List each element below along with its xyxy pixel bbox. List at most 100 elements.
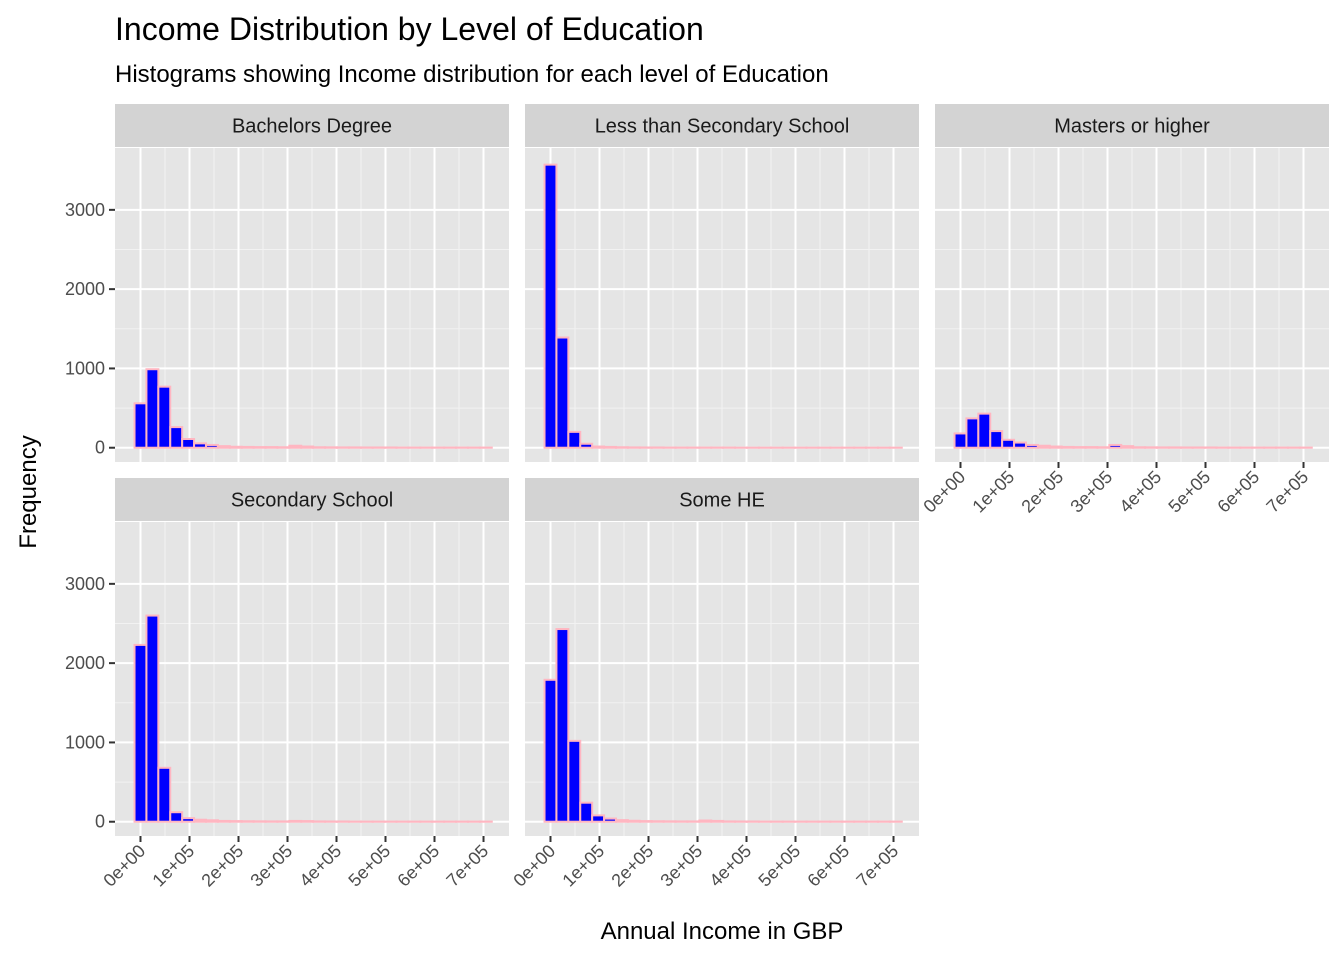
x-tick-label: 0e+00 (509, 841, 559, 891)
x-tick-label: 2e+05 (197, 841, 247, 891)
facet-strip (935, 104, 1329, 147)
x-tick-label: 4e+05 (295, 841, 345, 891)
x-tick-label: 7e+05 (1262, 467, 1312, 517)
y-tick-label: 1000 (65, 358, 105, 378)
x-tick-label: 6e+05 (803, 841, 853, 891)
histogram-bar (614, 819, 629, 823)
x-tick-label: 0e+00 (99, 841, 149, 891)
facet-label: Less than Secondary School (595, 116, 850, 138)
histogram-bar (228, 445, 243, 449)
facet-label: Some HE (679, 490, 765, 512)
histogram-bar (543, 163, 558, 449)
facet-panel: Secondary School 0 1000 2000 3000 0e+00 1e+05 2… (65, 478, 509, 891)
histogram-bar (300, 445, 315, 449)
histogram-bar (204, 819, 219, 823)
x-tick-label: 4e+05 (1115, 467, 1165, 517)
facet-label: Secondary School (231, 490, 393, 512)
histogram-bar (977, 412, 992, 449)
histogram-bar (591, 814, 606, 823)
facet-strip (525, 478, 919, 521)
x-tick-label: 3e+05 (656, 841, 706, 891)
facet-label: Bachelors Degree (232, 116, 392, 138)
x-tick-label: 2e+05 (607, 841, 657, 891)
histogram-bar (252, 446, 267, 449)
x-tick-label: 5e+05 (344, 841, 394, 891)
histogram-bar (1072, 446, 1087, 449)
histogram-bar (965, 417, 980, 449)
histogram-bar (216, 445, 231, 449)
histogram-bar (133, 643, 148, 823)
x-tick-label: 2e+05 (1017, 467, 1067, 517)
y-axis-title: Frequency (15, 435, 42, 548)
histogram-bar (288, 819, 303, 823)
x-tick-label: 5e+05 (754, 841, 804, 891)
histogram-bar (626, 819, 641, 823)
histogram-bar (264, 446, 279, 449)
x-tick-label: 1e+05 (558, 841, 608, 891)
facet-strip (115, 104, 509, 147)
histogram-bar (288, 444, 303, 449)
facet-panel: Some HE 0e+00 1e+05 2e+05 3e+05 4e+05 5e+05 6e+… (509, 478, 919, 891)
x-tick-label: 4e+05 (705, 841, 755, 891)
x-tick-label: 0e+00 (919, 467, 969, 517)
histogram-bar (698, 819, 713, 823)
histogram-bar (1024, 443, 1039, 449)
x-tick-label: 7e+05 (852, 841, 902, 891)
histogram-bar (1060, 445, 1075, 449)
y-tick-label: 1000 (65, 732, 105, 752)
histogram-bar (638, 820, 653, 823)
x-tick-label: 3e+05 (246, 841, 296, 891)
facet-panels: Bachelors Degree 0 1000 2000 3000 Less than S… (65, 104, 1329, 891)
histogram-bar (567, 739, 582, 823)
histogram-bar (710, 819, 725, 823)
histogram-bar (579, 801, 594, 823)
histogram-bar (1013, 441, 1027, 449)
facet-label: Masters or higher (1054, 116, 1210, 138)
histogram-bar (1108, 443, 1123, 449)
histogram-bar (1120, 445, 1135, 449)
histogram-bar (1048, 445, 1063, 449)
facet-panel: Masters or higher 0e+00 1e+05 2e+05 3e+05 4e+… (919, 104, 1329, 517)
histogram-bar (1084, 446, 1099, 449)
x-tick-label: 1e+05 (968, 467, 1018, 517)
histogram-bar (133, 402, 148, 449)
x-tick-label: 1e+05 (148, 841, 198, 891)
facet-strip (525, 104, 919, 147)
histogram-bar (555, 336, 570, 449)
histogram-bar (603, 445, 617, 449)
chart-title: Income Distribution by Level of Educatio… (115, 11, 704, 47)
x-tick-label: 3e+05 (1066, 467, 1116, 517)
histogram-bar (1001, 438, 1016, 449)
x-axis-title: Annual Income in GBP (601, 918, 844, 945)
x-tick-label: 7e+05 (442, 841, 492, 891)
histogram-bar (204, 443, 219, 449)
histogram-bar (989, 430, 1004, 449)
y-tick-label: 2000 (65, 279, 105, 299)
histogram-bar (169, 811, 184, 823)
histogram-bar (603, 817, 617, 823)
histogram-bar (1036, 444, 1051, 449)
histogram-bar (181, 817, 196, 823)
histogram-bar (240, 445, 255, 449)
histogram-bar (555, 628, 570, 823)
histogram-bar (216, 819, 231, 823)
histogram-bar (579, 442, 594, 449)
x-tick-label: 5e+05 (1164, 467, 1214, 517)
y-tick-label: 3000 (65, 574, 105, 594)
y-tick-label: 0 (95, 812, 105, 832)
facet-panel: Bachelors Degree 0 1000 2000 3000 (65, 104, 509, 462)
histogram-bar (193, 442, 207, 449)
x-tick-label: 6e+05 (393, 841, 443, 891)
y-tick-label: 2000 (65, 653, 105, 673)
facet-strip (115, 478, 509, 521)
histogram-bar (591, 445, 606, 449)
y-tick-label: 0 (95, 438, 105, 458)
histogram-bar (157, 385, 172, 449)
histogram-bar (193, 818, 207, 823)
chart-subtitle: Histograms showing Income distribution f… (115, 61, 829, 88)
histogram-bar (145, 614, 160, 823)
histogram-bar (300, 820, 315, 823)
facet-panel: Less than Secondary School (525, 104, 919, 462)
y-tick-label: 3000 (65, 200, 105, 220)
